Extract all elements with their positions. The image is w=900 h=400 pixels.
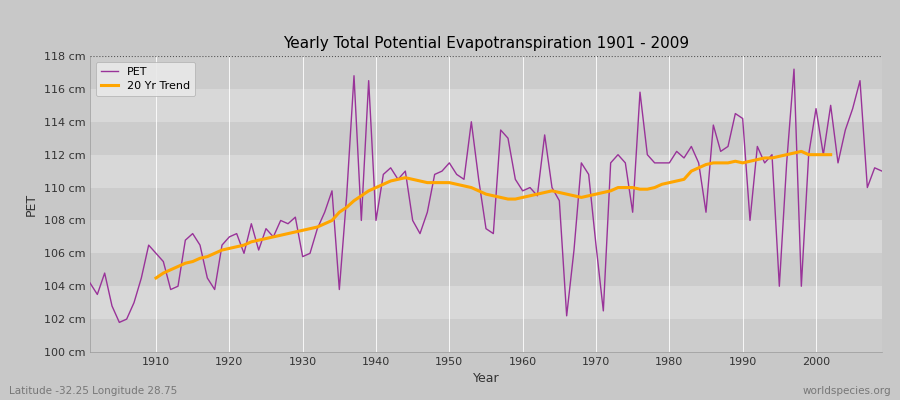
Bar xyxy=(90,56,882,89)
Bar xyxy=(90,188,882,220)
PET xyxy=(356,218,366,223)
PET xyxy=(877,169,887,174)
20 Yr Trend xyxy=(150,276,161,280)
Bar xyxy=(90,89,882,122)
20 Yr Trend xyxy=(620,185,631,190)
Bar xyxy=(90,155,882,188)
Line: PET: PET xyxy=(90,69,882,322)
PET xyxy=(788,67,799,72)
Text: Latitude -32.25 Longitude 28.75: Latitude -32.25 Longitude 28.75 xyxy=(9,386,177,396)
20 Yr Trend xyxy=(238,243,249,248)
X-axis label: Year: Year xyxy=(472,372,500,386)
Text: worldspecies.org: worldspecies.org xyxy=(803,386,891,396)
Y-axis label: PET: PET xyxy=(25,192,38,216)
PET xyxy=(312,226,323,231)
PET xyxy=(613,152,624,157)
PET xyxy=(525,185,535,190)
PET xyxy=(114,320,125,325)
20 Yr Trend xyxy=(825,152,836,157)
Line: 20 Yr Trend: 20 Yr Trend xyxy=(156,151,831,278)
20 Yr Trend xyxy=(686,169,697,174)
PET xyxy=(85,280,95,285)
Bar xyxy=(90,253,882,286)
20 Yr Trend xyxy=(796,149,806,154)
PET xyxy=(518,188,528,193)
Bar xyxy=(90,286,882,319)
20 Yr Trend xyxy=(488,193,499,198)
Title: Yearly Total Potential Evapotranspiration 1901 - 2009: Yearly Total Potential Evapotranspiratio… xyxy=(283,36,689,51)
Bar xyxy=(90,122,882,155)
PET xyxy=(150,251,161,256)
Legend: PET, 20 Yr Trend: PET, 20 Yr Trend xyxy=(95,62,195,96)
Bar xyxy=(90,220,882,253)
20 Yr Trend xyxy=(290,230,301,234)
Bar xyxy=(90,319,882,352)
20 Yr Trend xyxy=(261,236,272,241)
